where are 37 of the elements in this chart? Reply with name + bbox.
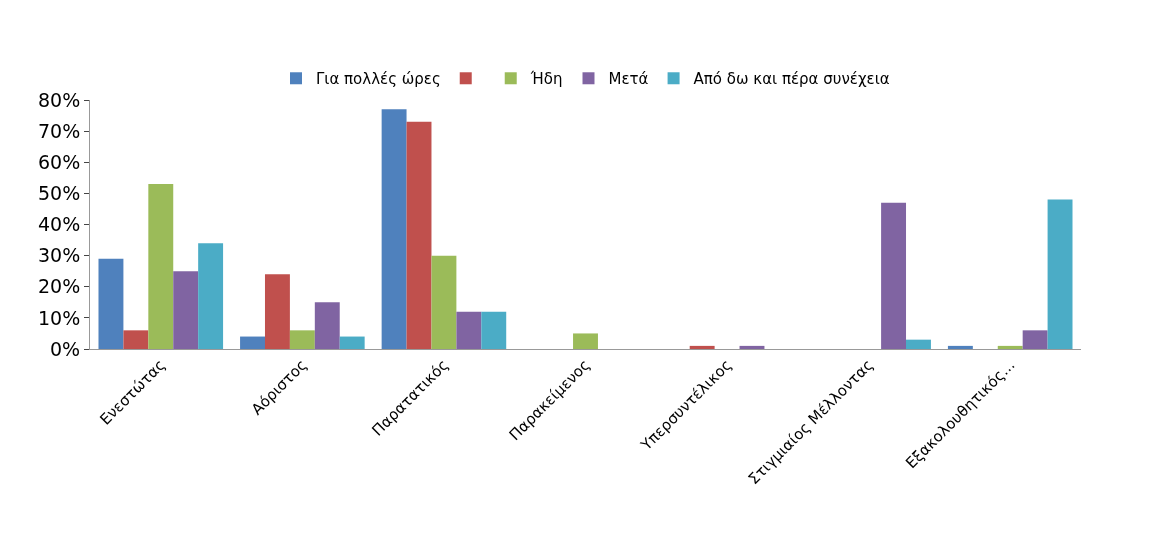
bar xyxy=(1047,199,1073,349)
bar xyxy=(123,330,149,349)
y-tick-label: 20% xyxy=(37,275,81,298)
y-tick-label: 80% xyxy=(37,88,81,111)
bar xyxy=(1022,330,1048,349)
legend-label: Ήδη xyxy=(529,70,563,89)
bar xyxy=(906,339,931,349)
y-tick-label: 0% xyxy=(50,337,81,360)
bar xyxy=(456,311,482,349)
bar xyxy=(198,243,224,349)
bar xyxy=(881,202,907,349)
y-tick-label: 30% xyxy=(37,244,81,267)
bar xyxy=(148,184,174,349)
bar xyxy=(98,258,124,349)
bar xyxy=(339,336,365,349)
bar xyxy=(240,336,265,349)
bar xyxy=(997,345,1023,349)
bar xyxy=(289,330,315,349)
bar xyxy=(481,311,507,349)
bar xyxy=(264,274,290,349)
y-tick-label: 10% xyxy=(37,306,81,329)
y-tick-label: 40% xyxy=(37,213,81,236)
legend-label: Για πολλές ώρες xyxy=(316,70,441,89)
bar xyxy=(381,109,407,349)
bar xyxy=(739,345,765,349)
y-tick-label: 60% xyxy=(37,150,81,173)
bar xyxy=(406,121,432,349)
bar xyxy=(947,345,973,349)
y-tick-label: 50% xyxy=(37,182,81,205)
bar xyxy=(573,333,598,349)
legend-label: Από δω και πέρα συνέχεια xyxy=(693,70,890,89)
bar xyxy=(431,255,457,349)
y-tick-label: 70% xyxy=(37,119,81,142)
bar xyxy=(689,345,715,349)
bar xyxy=(173,271,199,349)
legend-label: Μετά xyxy=(608,70,649,89)
bar xyxy=(314,302,340,349)
